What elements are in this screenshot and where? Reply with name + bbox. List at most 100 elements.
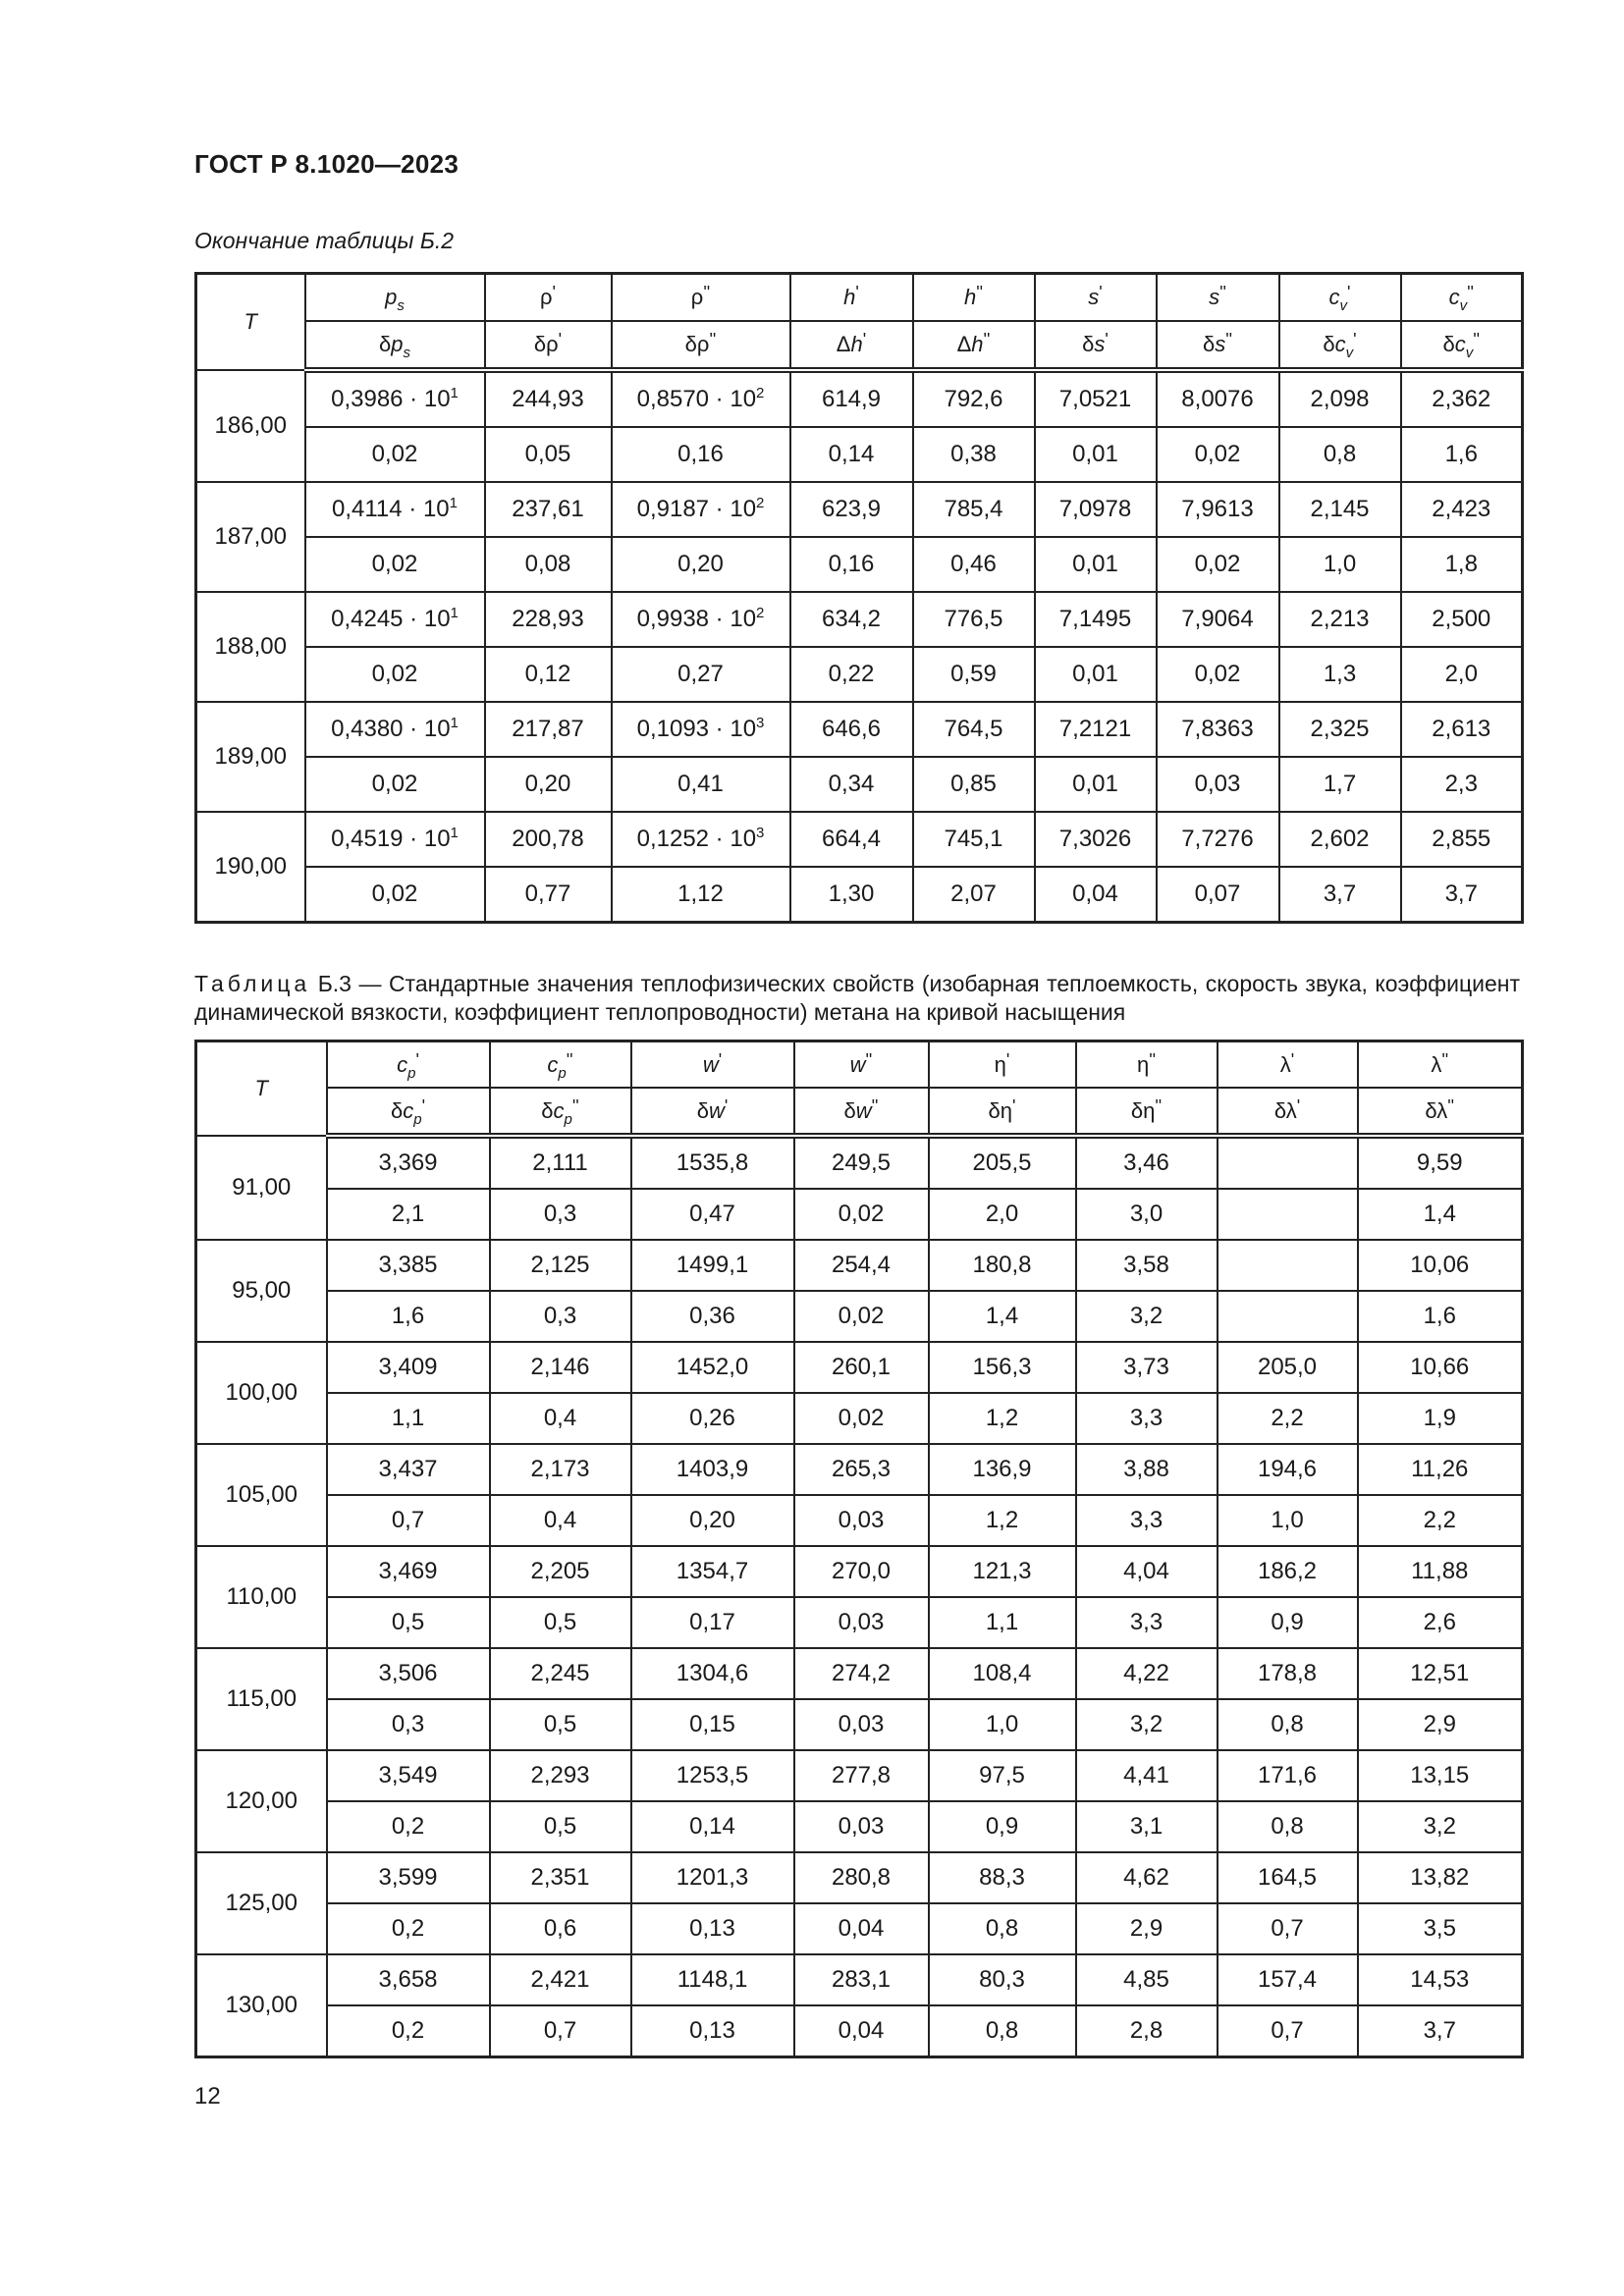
uncertainty-cell: 0,7 xyxy=(1216,2004,1359,2058)
value-cell: 0,4114 · 101 xyxy=(303,481,486,538)
uncertainty-cell: 0,03 xyxy=(792,1800,930,1853)
temperature-cell: 105,00 xyxy=(194,1443,328,1547)
table-row-values: 125,00 3,599 2,351 1201,3 280,8 88,3 4,62 164,5… xyxy=(194,1851,1524,1955)
symbol-prime: '' xyxy=(566,1049,573,1070)
column-header: ps xyxy=(303,272,486,322)
table-row-uncertainties: 0,02 0,08 0,20 0,16 0,46 0,01 0,02 1,0 1,8 xyxy=(196,536,1524,593)
symbol-base: ρ xyxy=(690,285,704,309)
value-cell: 277,8 xyxy=(792,1749,930,1802)
symbol-subscript: p xyxy=(564,1110,572,1128)
column-header: η'' xyxy=(1074,1040,1218,1089)
value-cell: 745,1 xyxy=(911,811,1036,868)
temperature-cell: 190,00 xyxy=(194,811,306,924)
value-cell: 3,469 xyxy=(325,1545,491,1598)
uncertainty-cell: 0,8 xyxy=(1277,426,1402,483)
column-header: η' xyxy=(927,1040,1077,1089)
uncertainty-cell: 0,5 xyxy=(488,1698,632,1751)
value-cell: 186,2 xyxy=(1216,1545,1359,1598)
value-cell: 4,85 xyxy=(1074,1953,1218,2006)
uncertainty-cell: 1,6 xyxy=(1399,426,1524,483)
uncertainty-cell: 2,8 xyxy=(1074,2004,1218,2058)
value-cell: 0,9187 · 102 xyxy=(610,481,791,538)
value-cell: 260,1 xyxy=(792,1341,930,1394)
uncertainty-cell: 0,34 xyxy=(788,756,914,813)
value-cell: 205,0 xyxy=(1216,1341,1359,1394)
uncertainty-cell: 1,4 xyxy=(1356,1188,1524,1241)
value-cell: 244,93 xyxy=(483,369,613,428)
table-row-values: 186,00 0,3986 · 101 244,93 0,8570 · 102 614,… xyxy=(194,369,1524,483)
value-cell: 180,8 xyxy=(927,1239,1077,1292)
table-row-uncertainties: 0,2 0,5 0,14 0,03 0,9 3,1 0,8 3,2 xyxy=(196,1800,1524,1853)
value-cell: 265,3 xyxy=(792,1443,930,1496)
value-cell: 14,53 xyxy=(1356,1953,1524,2006)
value-cell: 4,62 xyxy=(1074,1851,1218,1904)
uncertainty-cell: 0,02 xyxy=(303,646,486,703)
column-header-uncertainty: δλ' xyxy=(1216,1087,1359,1139)
table-row-uncertainties: 1,1 0,4 0,26 0,02 1,2 3,3 2,2 1,9 xyxy=(196,1392,1524,1445)
uncertainty-cell xyxy=(1216,1290,1359,1343)
uncertainty-cell: 0,02 xyxy=(303,536,486,593)
uncertainty-cell: 3,0 xyxy=(1074,1188,1218,1241)
uncertainty-cell: 0,2 xyxy=(325,2004,491,2058)
value-cell: 1148,1 xyxy=(629,1953,795,2006)
exponent: 1 xyxy=(450,715,459,731)
uncertainty-cell: 0,3 xyxy=(325,1698,491,1751)
table-b3-caption: Таблица Б.3 — Стандартные значения тепло… xyxy=(194,970,1520,1027)
value-cell: 2,293 xyxy=(488,1749,632,1802)
symbol-prime: ' xyxy=(415,1049,419,1070)
value-cell: 97,5 xyxy=(927,1749,1077,1802)
column-header-uncertainty: δs'' xyxy=(1155,320,1280,373)
symbol-base: h xyxy=(843,285,856,309)
symbol-prime: '' xyxy=(976,283,984,302)
symbol-subscript: v xyxy=(1465,345,1474,361)
uncertainty-cell: 1,6 xyxy=(325,1290,491,1343)
value-cell: 0,1252 · 103 xyxy=(610,811,791,868)
symbol-base: λ xyxy=(1436,1097,1448,1123)
symbol-base: h xyxy=(963,285,977,309)
uncertainty-cell: 0,8 xyxy=(1216,1800,1359,1853)
temperature-cell: 130,00 xyxy=(194,1953,328,2058)
symbol-prime: ' xyxy=(1099,283,1103,302)
table-row-values: 189,00 0,4380 · 101 217,87 0,1093 · 103 646,… xyxy=(194,701,1524,813)
symbol-base: η xyxy=(1136,1051,1150,1077)
table-b2-continuation-label: Окончание таблицы Б.2 xyxy=(194,228,455,253)
value-cell: 4,22 xyxy=(1074,1647,1218,1700)
uncertainty-cell: 2,2 xyxy=(1216,1392,1359,1445)
value-cell: 623,9 xyxy=(788,481,914,538)
value-cell: 11,88 xyxy=(1356,1545,1524,1598)
value-cell: 237,61 xyxy=(483,481,613,538)
symbol-subscript: p xyxy=(558,1064,567,1082)
symbol-base: c xyxy=(397,1051,408,1077)
temperature-cell: 186,00 xyxy=(194,369,306,483)
uncertainty-cell: 0,02 xyxy=(792,1392,930,1445)
value-cell: 3,73 xyxy=(1074,1341,1218,1394)
symbol-prime: '' xyxy=(1447,1095,1455,1116)
value-cell: 1201,3 xyxy=(629,1851,795,1904)
value-cell: 2,213 xyxy=(1277,591,1402,648)
symbol-prime: '' xyxy=(1467,283,1474,302)
uncertainty-cell: 3,7 xyxy=(1356,2004,1524,2058)
uncertainty-cell: 0,85 xyxy=(911,756,1036,813)
temperature-cell: 189,00 xyxy=(194,701,306,813)
value-cell xyxy=(1216,1239,1359,1292)
uncertainty-cell: 1,0 xyxy=(1216,1494,1359,1547)
symbol-prime: ' xyxy=(552,283,556,302)
uncertainty-cell: 0,5 xyxy=(488,1596,632,1649)
uncertainty-cell: 0,2 xyxy=(325,1800,491,1853)
value-cell: 3,658 xyxy=(325,1953,491,2006)
table-b3-caption-text: Б.3 — Стандартные значения теплофизическ… xyxy=(194,971,1521,1025)
value-cell: 0,4245 · 101 xyxy=(303,591,486,648)
uncertainty-cell: 0,02 xyxy=(792,1290,930,1343)
symbol-base: λ xyxy=(1431,1051,1442,1077)
symbol-prime: '' xyxy=(983,330,991,349)
document-header: ГОСТ Р 8.1020—2023 xyxy=(194,149,460,179)
uncertainty-cell: 0,16 xyxy=(610,426,791,483)
column-header-uncertainty: δρ' xyxy=(483,320,613,373)
column-header-T: T xyxy=(194,1040,328,1137)
symbol-prime: ' xyxy=(1296,1095,1301,1116)
value-cell: 3,506 xyxy=(325,1647,491,1700)
column-header-uncertainty: Δh' xyxy=(788,320,914,373)
value-cell: 0,1093 · 103 xyxy=(610,701,791,758)
uncertainty-cell: 2,9 xyxy=(1074,1902,1218,1955)
